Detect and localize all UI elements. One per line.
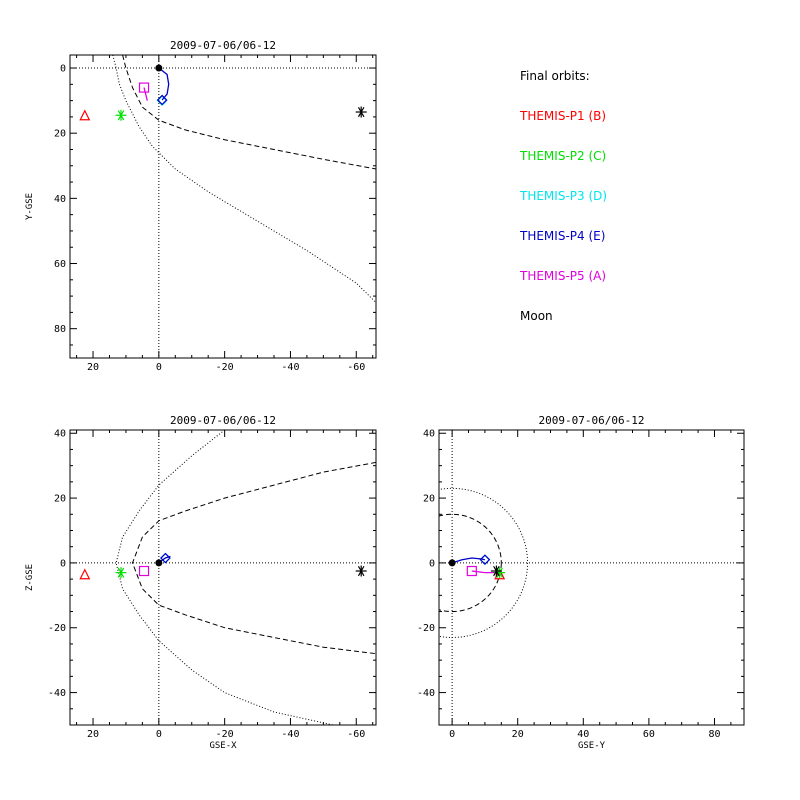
triangle-marker [494,568,506,580]
y-axis-title: Y-GSE [25,193,35,220]
x-tick-label: 20 [87,729,99,740]
orbit-trace [143,87,148,101]
chart-title: 2009-07-06/06-12 [539,414,645,427]
orbit-trace [158,67,170,101]
x-tick-label: -40 [281,729,299,740]
x-axis-title: GSE-Y [578,741,606,751]
y-tick-label: 0 [429,558,435,569]
y-axis-title: Z-GSE [25,564,35,591]
y-tick-label: 20 [423,494,435,505]
square-marker [138,565,150,577]
x-tick-label: 20 [512,729,524,740]
panel-xz: 2009-07-06/06-12 20 0 -20 -40 -60 -40 -20 0 20 40 G… [25,414,377,751]
legend-item: Moon [520,309,553,323]
y-tick-label: 0 [60,558,66,569]
x-tick-label: 0 [156,362,162,373]
y-tick-label: 40 [423,429,435,440]
y-tick-label: -20 [48,623,66,634]
panel-xy: 2009-07-06/06-12 20 0 -20 -40 -60 0 20 40 60 80 Y-G… [25,39,377,373]
asterisk-marker [355,106,367,118]
asterisk-marker [115,567,127,579]
y-tick-label: 20 [54,494,66,505]
panel-yz: 2009-07-06/06-120 20 40 60 80-40-2002040GSE-… [417,414,745,751]
bow-shock-curve [112,55,376,303]
y-tick-label: -40 [417,688,435,699]
diamond-marker [160,552,171,564]
y-tick-label: 60 [54,259,66,270]
bow-shock-curve [115,430,334,725]
y-tick-label: 20 [54,129,66,140]
x-tick-label: 0 [449,729,455,740]
chart-title: 2009-07-06/06-12 [170,39,276,52]
legend-item: THEMIS-P3 (D) [519,189,607,203]
y-tick-label: 40 [54,194,66,205]
x-tick-label: 60 [643,729,655,740]
x-tick-label: 80 [708,729,720,740]
x-tick-label: -60 [347,362,365,373]
x-axis-title: GSE-X [209,741,237,751]
triangle-marker [79,568,91,580]
diamond-marker [479,554,491,566]
legend-item: THEMIS-P5 (A) [519,269,606,283]
legend-item: THEMIS-P2 (C) [519,149,606,163]
plot-area [70,55,376,358]
x-tick-label: -40 [281,362,299,373]
plot-frame [69,429,377,726]
x-tick-label: -60 [347,729,365,740]
dot-marker [155,559,163,567]
plot-frame [69,54,377,359]
chart-title: 2009-07-06/06-12 [170,414,276,427]
asterisk-marker [355,565,367,577]
plot-area [439,430,744,725]
legend-item: THEMIS-P1 (B) [519,109,606,123]
x-tick-label: -20 [216,362,234,373]
x-tick-label: 0 [156,729,162,740]
dot-marker [448,559,456,567]
y-tick-label: 80 [54,324,66,335]
x-tick-label: 40 [577,729,589,740]
square-marker [138,82,150,93]
x-tick-label: 20 [87,362,99,373]
legend: Final orbits: THEMIS-P1 (B) THEMIS-P2 (C)… [519,69,607,323]
magnetopause-curve [439,513,502,613]
y-tick-label: -40 [48,688,66,699]
asterisk-marker [115,109,127,121]
triangle-marker [79,109,91,121]
magnetopause-curve [131,461,376,655]
bow-shock-curve [439,487,529,638]
legend-item: THEMIS-P4 (E) [519,229,605,243]
x-tick-label: -20 [216,729,234,740]
square-marker [466,565,477,577]
dot-marker [155,64,163,72]
magnetopause-curve [122,55,376,170]
y-tick-label: -20 [417,623,435,634]
asterisk-marker [490,565,502,577]
diamond-marker [156,94,168,106]
legend-heading: Final orbits: [520,69,590,83]
y-tick-label: 0 [60,64,66,75]
orbit-trace [451,557,486,564]
plot-area [70,430,376,725]
plot-frame [438,429,745,726]
y-tick-label: 40 [54,429,66,440]
